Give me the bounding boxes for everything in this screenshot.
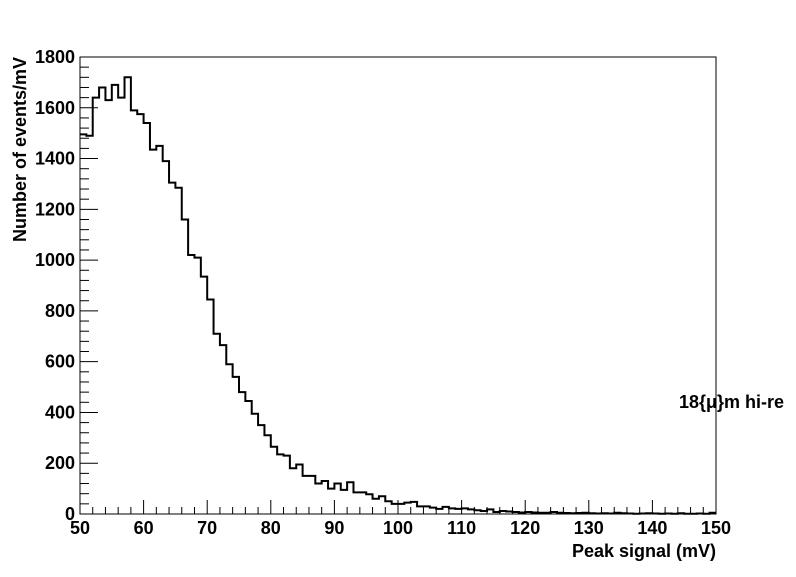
histogram-bin bbox=[93, 98, 99, 514]
x-tick-label: 130 bbox=[574, 518, 604, 538]
x-tick-label: 100 bbox=[383, 518, 413, 538]
histogram-bin bbox=[163, 161, 169, 514]
y-tick-label: 0 bbox=[65, 504, 75, 524]
histogram-bin bbox=[315, 484, 321, 514]
histogram-bin bbox=[226, 364, 232, 514]
histogram-bin bbox=[353, 492, 359, 514]
y-axis-title: Number of events/mV bbox=[10, 57, 30, 242]
histogram-bin bbox=[112, 85, 118, 514]
histogram-bin bbox=[258, 425, 264, 514]
histogram-bin bbox=[373, 499, 379, 514]
x-tick-label: 150 bbox=[701, 518, 731, 538]
x-tick-label: 120 bbox=[510, 518, 540, 538]
y-tick-label: 200 bbox=[45, 453, 75, 473]
histogram-bin bbox=[214, 334, 220, 514]
histogram-bin bbox=[80, 134, 86, 514]
y-tick-label: 400 bbox=[45, 402, 75, 422]
histogram-bin bbox=[188, 255, 194, 514]
histogram-bin bbox=[271, 447, 277, 514]
y-tick-label: 1000 bbox=[35, 250, 75, 270]
histogram-bin bbox=[277, 454, 283, 514]
x-tick-label: 140 bbox=[637, 518, 667, 538]
y-tick-label: 1200 bbox=[35, 199, 75, 219]
histogram-bin bbox=[328, 489, 334, 514]
histogram-bin bbox=[252, 414, 258, 514]
histogram-bin bbox=[144, 123, 150, 514]
histogram-bins bbox=[80, 77, 716, 514]
histogram-bin bbox=[150, 150, 156, 514]
histogram-bin bbox=[182, 219, 188, 514]
histogram-bin bbox=[118, 98, 124, 514]
histogram-bin bbox=[220, 345, 226, 514]
histogram-bin bbox=[137, 114, 143, 514]
x-tick-label: 90 bbox=[324, 518, 344, 538]
histogram-bin bbox=[99, 87, 105, 514]
histogram-bin bbox=[233, 377, 239, 514]
histogram-bin bbox=[175, 188, 181, 514]
histogram-bin bbox=[131, 110, 137, 514]
y-tick-label: 800 bbox=[45, 301, 75, 321]
y-tick-label: 1400 bbox=[35, 149, 75, 169]
histogram-bin bbox=[398, 504, 404, 514]
x-tick-label: 80 bbox=[261, 518, 281, 538]
x-axis-title: Peak signal (mV) bbox=[572, 541, 716, 561]
histogram-bin bbox=[303, 476, 309, 514]
y-tick-label: 1600 bbox=[35, 98, 75, 118]
histogram-bin bbox=[392, 504, 398, 514]
histogram-bin bbox=[194, 258, 200, 514]
y-tick-label: 1800 bbox=[35, 47, 75, 67]
chart-annotation: 18{μ}m hi-re bbox=[679, 392, 784, 412]
x-tick-label: 110 bbox=[447, 518, 476, 538]
histogram-bin bbox=[245, 401, 251, 514]
x-tick-label: 60 bbox=[134, 518, 154, 538]
histogram-bin bbox=[290, 468, 296, 514]
y-tick-label: 600 bbox=[45, 352, 75, 372]
histogram-bin bbox=[239, 392, 245, 514]
histogram-bin bbox=[125, 77, 131, 514]
histogram-bin bbox=[360, 492, 366, 514]
histogram-bin bbox=[201, 277, 207, 514]
histogram-bin bbox=[341, 490, 347, 514]
histogram-bin bbox=[86, 136, 92, 514]
x-tick-label: 70 bbox=[197, 518, 217, 538]
histogram-bin bbox=[156, 146, 162, 514]
histogram-bin bbox=[417, 506, 423, 514]
histogram-bin bbox=[169, 183, 175, 514]
histogram-bin bbox=[105, 100, 111, 514]
